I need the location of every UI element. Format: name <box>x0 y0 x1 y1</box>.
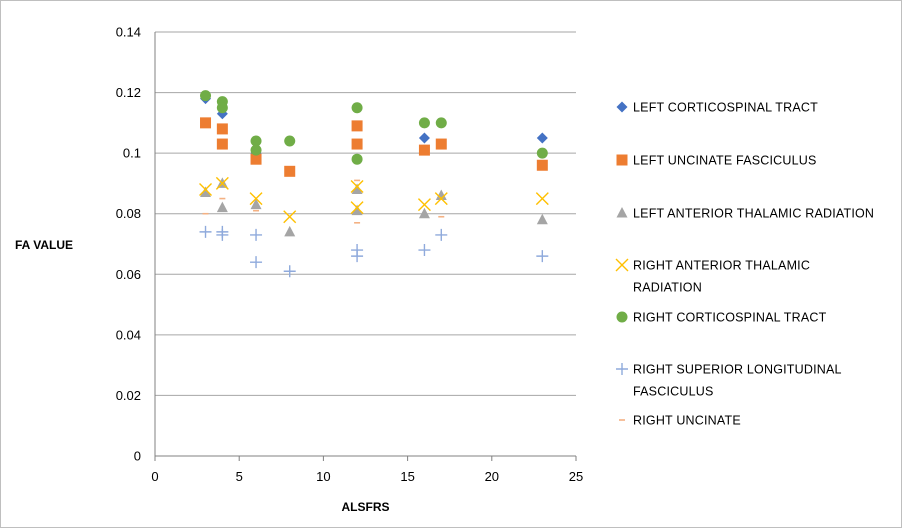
x-tick-labels: 0 5 10 15 20 25 <box>151 469 583 484</box>
y-tick-labels: 0 0.02 0.04 0.06 0.08 0.1 0.12 0.14 <box>116 25 141 464</box>
data-point <box>216 138 228 150</box>
legend-label: LEFT ANTERIOR THALAMIC RADIATION <box>633 207 874 221</box>
data-point <box>418 207 430 219</box>
legend-marker <box>616 311 628 323</box>
data-point <box>350 179 364 193</box>
data-point <box>250 198 262 210</box>
data-point <box>418 244 431 257</box>
legend-label: LEFT CORTICOSPINAL TRACT <box>633 101 818 115</box>
data-point <box>199 225 212 238</box>
legend-marker <box>616 363 628 375</box>
legend-label: LEFT UNCINATE FASCICULUS <box>633 154 817 168</box>
data-point <box>351 153 363 165</box>
data-point <box>435 138 447 150</box>
data-point <box>216 123 228 135</box>
y-tick-label: 0.04 <box>116 327 141 342</box>
y-tick-label: 0.14 <box>116 25 141 40</box>
data-point <box>536 213 548 225</box>
data-point <box>283 265 296 278</box>
x-tick-label: 5 <box>236 469 243 484</box>
data-point <box>351 120 363 132</box>
y-tick-label: 0.02 <box>116 388 141 403</box>
data-point <box>350 201 364 215</box>
data-point <box>418 132 430 144</box>
y-tick-label: 0.1 <box>123 146 141 161</box>
x-tick-label: 15 <box>400 469 414 484</box>
x-tick-label: 25 <box>569 469 583 484</box>
y-tick-label: 0 <box>134 449 141 464</box>
data-point <box>249 192 263 206</box>
x-tick-label: 10 <box>316 469 330 484</box>
data-point <box>536 132 548 144</box>
data-point <box>250 153 262 165</box>
x-tick-label: 0 <box>151 469 158 484</box>
data-point <box>250 144 262 156</box>
data-point <box>200 186 212 198</box>
data-point <box>216 201 228 213</box>
data-point <box>435 189 447 201</box>
data-point <box>351 204 363 216</box>
data-point <box>351 183 363 194</box>
data-point <box>351 102 363 114</box>
legend: LEFT CORTICOSPINAL TRACT LEFT UNCINATE FA… <box>615 101 874 428</box>
y-tick-label: 0.12 <box>116 85 141 100</box>
data-point <box>215 176 229 190</box>
legend-label: RIGHT UNCINATE <box>633 414 741 428</box>
data-point <box>418 117 430 129</box>
data-point <box>418 144 430 156</box>
data-point <box>200 90 212 102</box>
data-point <box>536 147 548 159</box>
y-tick-label: 0.06 <box>116 267 141 282</box>
data-point <box>250 256 263 269</box>
data-points <box>199 90 549 278</box>
axes <box>154 32 577 461</box>
data-point <box>435 228 448 241</box>
data-point <box>283 210 297 224</box>
legend-label: RIGHT SUPERIOR LONGITUDINAL <box>633 363 842 377</box>
data-point <box>351 250 364 263</box>
legend-label: FASCICULUS <box>633 385 714 399</box>
data-point <box>434 192 448 206</box>
data-point <box>536 250 549 263</box>
data-point <box>535 192 549 206</box>
data-point <box>250 228 263 241</box>
x-axis-title: ALSFRS <box>342 500 390 514</box>
legend-marker <box>615 258 629 272</box>
data-point <box>250 135 262 147</box>
x-tick-label: 20 <box>485 469 499 484</box>
legend-label: RIGHT ANTERIOR THALAMIC <box>633 259 810 273</box>
data-point <box>351 138 363 150</box>
data-point <box>284 225 296 237</box>
legend-label: RIGHT CORTICOSPINAL TRACT <box>633 311 827 325</box>
data-point <box>284 165 296 177</box>
legend-marker <box>616 101 628 113</box>
data-point <box>216 102 228 114</box>
legend-label: RADIATION <box>633 281 702 295</box>
data-point <box>435 117 447 129</box>
y-axis-title: FA VALUE <box>15 238 73 252</box>
data-point <box>199 182 213 196</box>
data-point <box>536 159 548 171</box>
legend-marker <box>616 154 628 166</box>
y-tick-label: 0.08 <box>116 206 141 221</box>
gridlines <box>155 31 576 396</box>
data-point <box>284 135 296 147</box>
data-point <box>216 228 229 241</box>
legend-marker <box>616 207 628 218</box>
data-point <box>417 198 431 212</box>
data-point <box>200 117 212 129</box>
